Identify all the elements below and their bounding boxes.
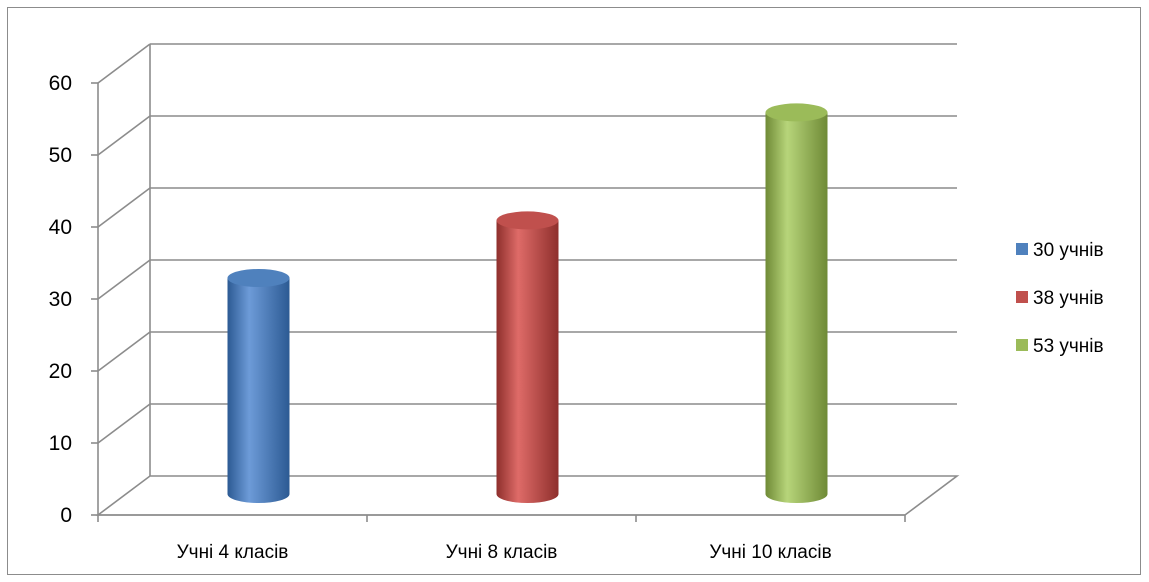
bar xyxy=(765,103,828,504)
y-tick-label: 0 xyxy=(60,504,72,527)
legend-swatch xyxy=(1016,243,1028,255)
y-tick-label: 20 xyxy=(49,360,72,383)
gridline-side xyxy=(97,403,151,444)
gridline-side xyxy=(97,187,151,228)
y-tick-label: 30 xyxy=(49,288,72,311)
y-tick-label: 60 xyxy=(49,72,72,95)
bar xyxy=(227,269,290,503)
gridline-side xyxy=(97,115,151,156)
bar-body xyxy=(227,278,290,503)
legend-layer: 30 учнів 38 учнів 53 учнів xyxy=(1016,240,1104,357)
x-tick-label: Учні 8 класів xyxy=(446,542,558,563)
gridline-side xyxy=(97,259,151,300)
bar xyxy=(496,211,559,503)
axis-layer xyxy=(91,82,906,522)
y-tick-label: 40 xyxy=(49,216,72,239)
bar-layer xyxy=(227,103,828,504)
legend-label: 53 учнів xyxy=(1033,336,1104,357)
x-tick-label: Учні 4 класів xyxy=(177,542,289,563)
legend-swatch xyxy=(1016,291,1028,303)
legend-swatch xyxy=(1016,339,1028,351)
gridline-side xyxy=(97,43,151,84)
bar-body xyxy=(496,220,559,503)
bar-top xyxy=(227,269,290,287)
bar-body xyxy=(765,112,828,504)
bar-top xyxy=(765,103,828,122)
y-tick-label: 10 xyxy=(49,432,72,455)
x-tick-label: Учні 10 класів xyxy=(709,542,831,563)
y-tick-label: 50 xyxy=(49,144,72,167)
legend-label: 38 учнів xyxy=(1033,288,1104,309)
gridline-side xyxy=(97,331,151,372)
legend-label: 30 учнів xyxy=(1033,240,1104,261)
label-layer: 0 10 20 30 40 50 60 Учні 4 класів Учні 8 класів У… xyxy=(49,72,832,563)
bar-top xyxy=(496,211,559,230)
